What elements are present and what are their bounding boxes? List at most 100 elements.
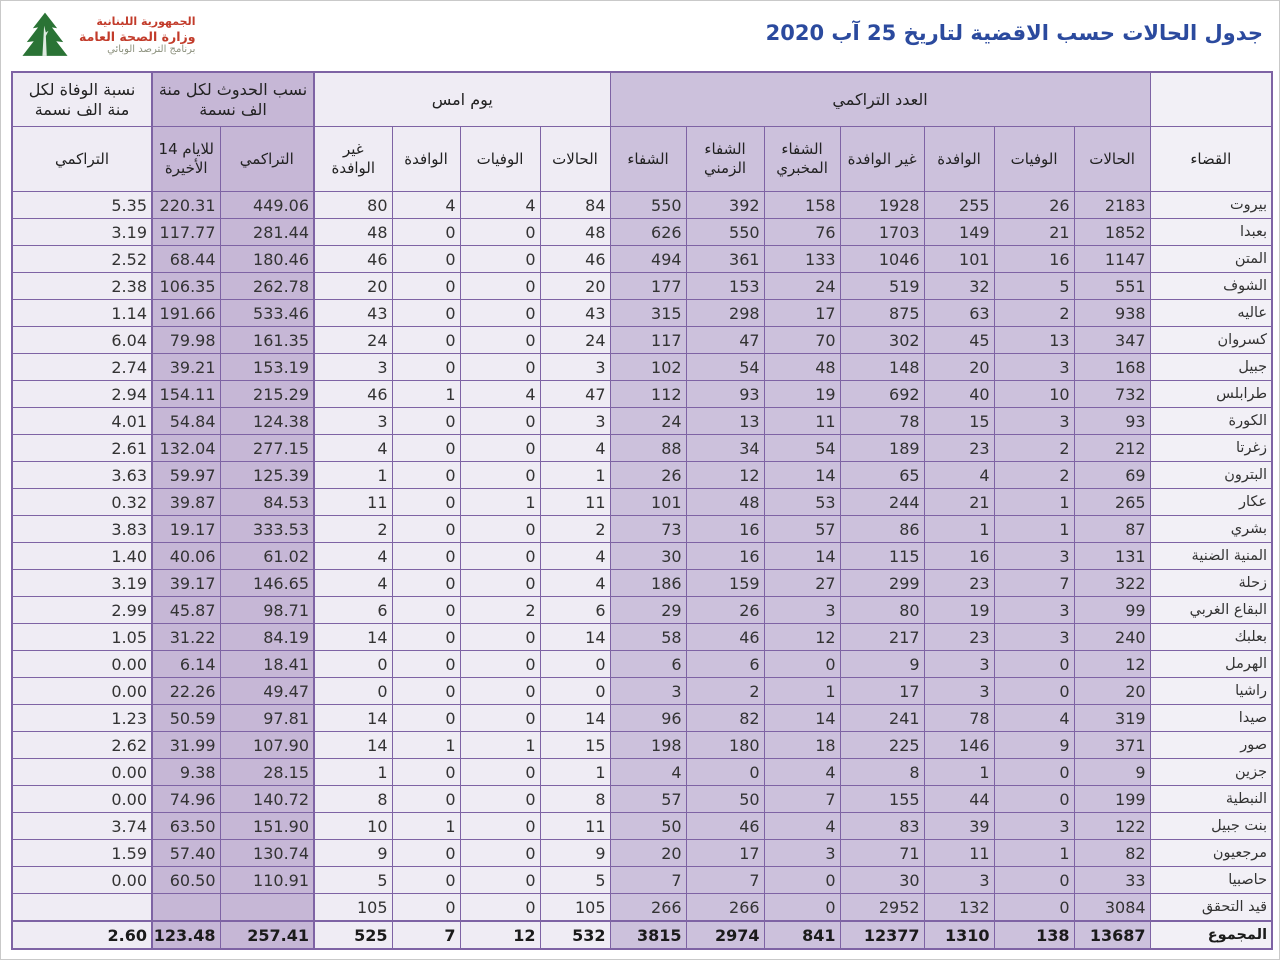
cell-incidence-last14: 50.59 xyxy=(150,704,221,732)
cell-time-recovery: 17 xyxy=(685,839,765,867)
cell-recovery: 50 xyxy=(609,812,687,840)
cell-incidence-last14 xyxy=(150,893,221,922)
district-row: زحلة 322 7 23 299 27 159 186 4 0 0 4 146.65 39.17 3.19 xyxy=(11,569,1273,597)
cell-cum-cases: 99 xyxy=(1073,596,1151,624)
cell-district: مرجعيون xyxy=(1149,839,1273,867)
cell-district: البترون xyxy=(1149,461,1273,489)
cell-yday-non-imported: 43 xyxy=(313,299,393,327)
cell-mortality-cumulative: 0.00 xyxy=(11,677,153,705)
cell-time-recovery: 180 xyxy=(685,731,765,759)
district-row: الشوف 551 5 32 519 24 153 177 20 0 0 20 262.78 106.35… xyxy=(11,272,1273,300)
cell-yday-imported: 0 xyxy=(391,299,461,327)
cell-cum-deaths: 0 xyxy=(993,677,1075,705)
cell-yday-cases: 2 xyxy=(539,515,611,543)
logo-line-republic: الجمهورية اللبنانية xyxy=(96,15,196,29)
cell-lab-recovery: 0 xyxy=(763,893,841,922)
cell-cum-deaths: 2 xyxy=(993,299,1075,327)
cell-recovery: 26 xyxy=(609,461,687,489)
col-header-yday-deaths: الوفيات xyxy=(459,126,541,192)
cell-time-recovery: 16 xyxy=(685,542,765,570)
cell-yday-imported: 1 xyxy=(391,812,461,840)
cell-yday-cases: 3 xyxy=(539,353,611,381)
cell-recovery: 30 xyxy=(609,542,687,570)
cell-incidence-last14: 74.96 xyxy=(150,785,221,813)
cell-yday-deaths: 0 xyxy=(459,218,541,246)
cell-recovery: 24 xyxy=(609,407,687,435)
cell-mortality-cumulative: 0.00 xyxy=(11,866,153,894)
cell-cum-deaths: 3 xyxy=(993,353,1075,381)
cell-cum-imported: 11 xyxy=(923,839,995,867)
cell-incidence-last14: 39.21 xyxy=(150,353,221,381)
cell-yday-deaths: 2 xyxy=(459,596,541,624)
cell-district: بشري xyxy=(1149,515,1273,543)
district-row: حاصبيا 33 0 3 30 0 7 7 5 0 0 5 110.91 60.50 0.00 xyxy=(11,866,1273,894)
cell-incidence-cumulative: 449.06 xyxy=(219,191,316,219)
cell-lab-recovery: 18 xyxy=(763,731,841,759)
cell-yday-cases: 11 xyxy=(539,488,611,516)
cell-cum-imported: 23 xyxy=(923,434,995,462)
cell-time-recovery: 392 xyxy=(685,191,765,219)
cell-yday-cases: 6 xyxy=(539,596,611,624)
cell-yday-imported: 0 xyxy=(391,434,461,462)
cell-recovery: 57 xyxy=(609,785,687,813)
cell-incidence-cumulative: 61.02 xyxy=(219,542,316,570)
cell-cum-deaths: 0 xyxy=(993,650,1075,678)
cell-yday-non-imported: 3 xyxy=(313,353,393,381)
col-header-recovery: الشفاء xyxy=(609,126,687,192)
cell-yday-imported: 0 xyxy=(391,353,461,381)
cell-yday-cases: 20 xyxy=(539,272,611,300)
cell-yday-deaths: 0 xyxy=(459,569,541,597)
cell-cum-non-imported: 115 xyxy=(839,542,925,570)
cell-cum-non-imported: 1703 xyxy=(839,218,925,246)
cell-lab-recovery: 1 xyxy=(763,677,841,705)
cell-cum-non-imported: 30 xyxy=(839,866,925,894)
cell-cum-cases: 938 xyxy=(1073,299,1151,327)
cell-cum-non-imported: 1046 xyxy=(839,245,925,273)
cell-cum-deaths: 1 xyxy=(993,488,1075,516)
cell-time-recovery: 46 xyxy=(685,812,765,840)
cell-yday-deaths: 0 xyxy=(459,515,541,543)
cell-incidence-cumulative: 140.72 xyxy=(219,785,316,813)
cell-incidence-last14: 68.44 xyxy=(150,245,221,273)
cell-yday-non-imported: 105 xyxy=(313,893,393,922)
cell-district: بيروت xyxy=(1149,191,1273,219)
cell-yday-cases: 0 xyxy=(539,650,611,678)
cell-yday-imported: 0 xyxy=(391,542,461,570)
cell-incidence-cumulative: 277.15 xyxy=(219,434,316,462)
cell-time-recovery: 34 xyxy=(685,434,765,462)
cell-district: بنت جبيل xyxy=(1149,812,1273,840)
cell-cum-non-imported: 86 xyxy=(839,515,925,543)
cell-yday-deaths: 1 xyxy=(459,731,541,759)
cell-district: راشيا xyxy=(1149,677,1273,705)
cell-mortality-cumulative: 0.00 xyxy=(11,758,153,786)
cell-mortality-cumulative: 5.35 xyxy=(11,191,153,219)
cell-cum-non-imported: 12377 xyxy=(839,920,925,950)
cell-incidence-cumulative: 533.46 xyxy=(219,299,316,327)
cell-yday-cases: 9 xyxy=(539,839,611,867)
cell-cum-imported: 23 xyxy=(923,569,995,597)
cell-district: المجموع xyxy=(1149,920,1273,950)
cell-incidence-cumulative: 281.44 xyxy=(219,218,316,246)
cell-yday-deaths: 0 xyxy=(459,353,541,381)
cell-lab-recovery: 48 xyxy=(763,353,841,381)
group-header-incidence-rate: نسب الحدوث لكل منة الف نسمة xyxy=(150,71,316,127)
cell-incidence-cumulative: 130.74 xyxy=(219,839,316,867)
cell-district: عاليه xyxy=(1149,299,1273,327)
cell-incidence-last14: 45.87 xyxy=(150,596,221,624)
cell-yday-deaths: 0 xyxy=(459,245,541,273)
cell-lab-recovery: 54 xyxy=(763,434,841,462)
cell-cum-cases: 69 xyxy=(1073,461,1151,489)
cell-mortality-cumulative: 2.61 xyxy=(11,434,153,462)
cell-yday-imported: 0 xyxy=(391,893,461,922)
cell-yday-deaths: 0 xyxy=(459,272,541,300)
cell-mortality-cumulative: 3.74 xyxy=(11,812,153,840)
col-header-yday-imported: الوافدة xyxy=(391,126,461,192)
cell-yday-cases: 4 xyxy=(539,434,611,462)
cell-incidence-cumulative: 180.46 xyxy=(219,245,316,273)
cell-yday-deaths: 0 xyxy=(459,650,541,678)
cell-incidence-cumulative: 124.38 xyxy=(219,407,316,435)
cell-incidence-cumulative: 153.19 xyxy=(219,353,316,381)
cell-yday-imported: 0 xyxy=(391,704,461,732)
cell-cum-cases: 131 xyxy=(1073,542,1151,570)
cell-cum-cases: 199 xyxy=(1073,785,1151,813)
